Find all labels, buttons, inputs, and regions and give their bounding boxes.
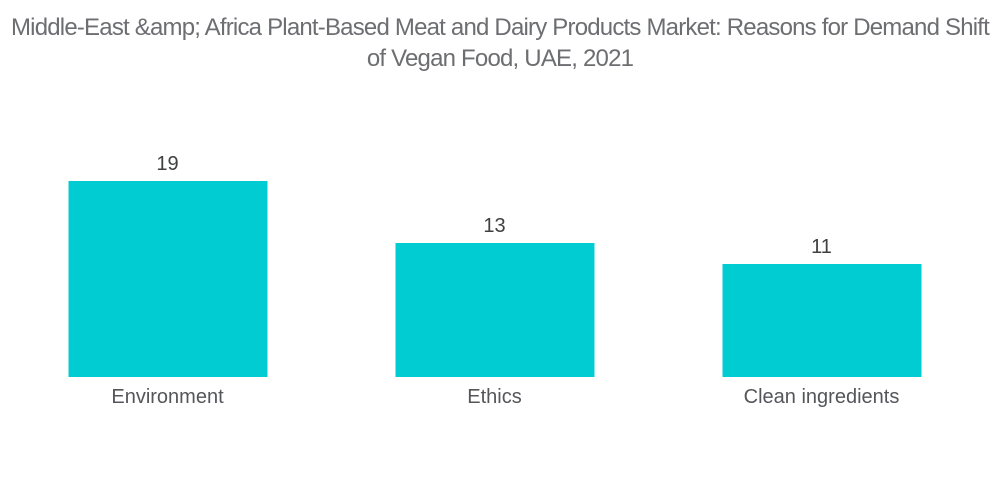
category-label: Ethics [467, 386, 522, 408]
bar [722, 264, 921, 377]
plot-area: 19 Environment 13 Ethics 11 Clean ingredients [4, 140, 985, 408]
bar-group: 19 Environment [4, 140, 331, 408]
bar-value-label: 11 [811, 236, 832, 258]
bar [68, 181, 267, 377]
chart-title-line1: Middle-East &amp; Africa Plant-Based Mea… [10, 14, 990, 41]
chart-title: Middle-East &amp; Africa Plant-Based Mea… [0, 12, 1000, 74]
chart-title-line2: of Vegan Food, UAE, 2021 [366, 45, 634, 72]
bar [395, 243, 594, 377]
category-label: Environment [111, 386, 224, 408]
bar-value-label: 13 [483, 215, 506, 237]
bar-group: 11 Clean ingredients [658, 140, 985, 408]
category-label: Clean ingredients [743, 386, 900, 408]
bar-group: 13 Ethics [331, 140, 658, 408]
chart-title-line1-wrap: Middle-East &amp; Africa Plant-Based Mea… [0, 12, 1000, 43]
bar-value-label: 19 [156, 153, 179, 175]
